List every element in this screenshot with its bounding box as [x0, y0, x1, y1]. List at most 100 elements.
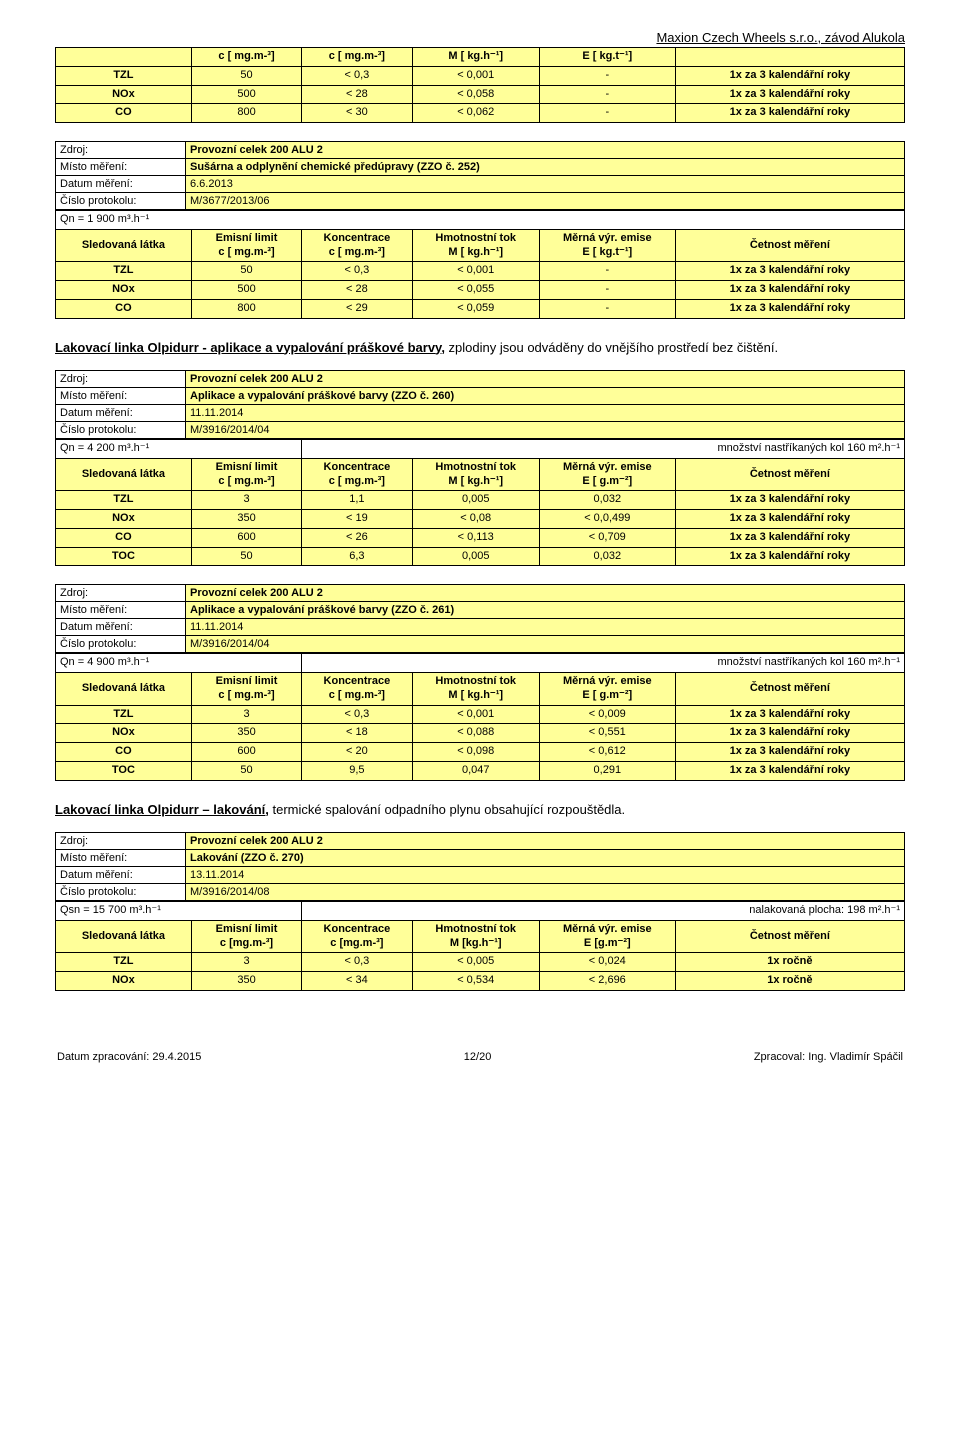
table-row: TZL50< 0,3< 0,001-1x za 3 kalendářní rok… — [56, 262, 905, 281]
table-cell: < 0,001 — [412, 262, 539, 281]
table-row: NOx350< 34< 0,534< 2,6961x ročně — [56, 972, 905, 991]
table-row: NOx350< 18< 0,088< 0,5511x za 3 kalendář… — [56, 724, 905, 743]
section-2-rest: termické spalování odpadního plynu obsah… — [269, 802, 625, 817]
table-cell: < 0,3 — [302, 262, 412, 281]
footer-mid: 12/20 — [464, 1051, 492, 1063]
table-cell: 1x za 3 kalendářní roky — [675, 743, 904, 762]
label-datum: Datum měření: — [56, 619, 186, 636]
th-freq: Četnost měření — [675, 673, 904, 706]
table-cell: NOx — [56, 510, 192, 529]
table-cell: < 0,001 — [412, 705, 539, 724]
table-cell: TZL — [56, 262, 192, 281]
table-header-row: c [ mg.m-³] c [ mg.m-³] M [ kg.h⁻¹] E [ … — [56, 48, 905, 67]
val-misto: Sušárna a odplynění chemické předúpravy … — [186, 159, 905, 176]
th-limit: Emisní limitc [ mg.m-³] — [191, 458, 301, 491]
label-zdroj: Zdroj: — [56, 833, 186, 850]
table-cell: NOx — [56, 972, 192, 991]
table-cell: 3 — [191, 953, 301, 972]
table-cell: 0,005 — [412, 547, 539, 566]
table-header-row: Sledovaná látka Emisní limitc [ mg.m-³] … — [56, 673, 905, 706]
table-cell: 0,047 — [412, 761, 539, 780]
table-cell: 1x za 3 kalendářní roky — [675, 85, 904, 104]
qn-text: Qsn = 15 700 m³.h⁻¹ — [56, 902, 302, 921]
th-latka: Sledovaná látka — [56, 458, 192, 491]
val-datum: 6.6.2013 — [186, 176, 905, 193]
table-row: TOC506,30,0050,0321x za 3 kalendářní rok… — [56, 547, 905, 566]
label-proto: Číslo protokolu: — [56, 636, 186, 653]
page-footer: Datum zpracování: 29.4.2015 12/20 Zpraco… — [55, 1051, 905, 1063]
table-cell: 50 — [191, 66, 301, 85]
table-cell: 6,3 — [302, 547, 412, 566]
table-cell: 800 — [191, 104, 301, 123]
val-proto: M/3916/2014/04 — [186, 422, 905, 439]
label-misto: Místo měření: — [56, 159, 186, 176]
meta-block-5: Zdroj:Provozní celek 200 ALU 2 Místo měř… — [55, 832, 905, 901]
qn-text: Qn = 1 900 m³.h⁻¹ — [56, 211, 905, 230]
table-cell: < 0,08 — [412, 510, 539, 529]
th-flow: Hmotnostní tokM [ kg.h⁻¹] — [412, 458, 539, 491]
table-cell: CO — [56, 743, 192, 762]
table-cell: 0,032 — [539, 547, 675, 566]
table-cell: 600 — [191, 743, 301, 762]
table-cell: CO — [56, 528, 192, 547]
page-header: Maxion Czech Wheels s.r.o., závod Alukol… — [55, 30, 905, 45]
table-cell: 1x za 3 kalendářní roky — [675, 66, 904, 85]
table-cell: < 2,696 — [539, 972, 675, 991]
table-cell: < 0,098 — [412, 743, 539, 762]
table-cell: 50 — [191, 547, 301, 566]
th-conc: Koncentracec [ mg.m-³] — [302, 229, 412, 262]
table-cell: < 0,055 — [412, 281, 539, 300]
table-cell: 1x za 3 kalendářní roky — [675, 299, 904, 318]
val-datum: 11.11.2014 — [186, 405, 905, 422]
table-cell: TZL — [56, 953, 192, 972]
label-proto: Číslo protokolu: — [56, 193, 186, 210]
table-cell: TZL — [56, 491, 192, 510]
label-zdroj: Zdroj: — [56, 371, 186, 388]
qn-right: množství nastříkaných kol 160 m².h⁻¹ — [302, 654, 905, 673]
section-1-bold: Lakovací linka Olpidurr - aplikace a vyp… — [55, 340, 445, 355]
table-row: TZL31,10,0050,0321x za 3 kalendářní roky — [56, 491, 905, 510]
table-cell: < 0,088 — [412, 724, 539, 743]
table-cell: 1,1 — [302, 491, 412, 510]
table-cell: CO — [56, 299, 192, 318]
table-row: CO800< 30< 0,062-1x za 3 kalendářní roky — [56, 104, 905, 123]
table-cell: 9,5 — [302, 761, 412, 780]
section-text-2: Lakovací linka Olpidurr – lakování, term… — [55, 801, 905, 819]
table-cell: - — [539, 66, 675, 85]
meta-block-3: Zdroj:Provozní celek 200 ALU 2 Místo měř… — [55, 370, 905, 439]
table-row: NOx500< 28< 0,058-1x za 3 kalendářní rok… — [56, 85, 905, 104]
table-cell: NOx — [56, 281, 192, 300]
table-cell: 1x za 3 kalendářní roky — [675, 262, 904, 281]
table-cell: < 0,3 — [302, 66, 412, 85]
table-cell: 1x za 3 kalendářní roky — [675, 547, 904, 566]
table-cell: < 0,062 — [412, 104, 539, 123]
table-cell: < 0,709 — [539, 528, 675, 547]
table-cell: < 29 — [302, 299, 412, 318]
label-datum: Datum měření: — [56, 176, 186, 193]
footer-right: Zpracoval: Ing. Vladimír Spáčil — [754, 1051, 903, 1063]
table-header-row: Sledovaná látka Emisní limitc [ mg.m-³] … — [56, 458, 905, 491]
th-conc: Koncentracec [mg.m-³] — [302, 920, 412, 953]
th-latka: Sledovaná látka — [56, 229, 192, 262]
val-proto: M/3916/2014/04 — [186, 636, 905, 653]
table-cell: < 26 — [302, 528, 412, 547]
th-latka: Sledovaná látka — [56, 673, 192, 706]
table-cell: 600 — [191, 528, 301, 547]
table-cell: 0,005 — [412, 491, 539, 510]
section-text-1: Lakovací linka Olpidurr - aplikace a vyp… — [55, 339, 905, 357]
table-cell: < 18 — [302, 724, 412, 743]
table-header-row: Sledovaná látka Emisní limitc [ mg.m-³] … — [56, 229, 905, 262]
qn-text: Qn = 4 900 m³.h⁻¹ — [56, 654, 302, 673]
table-cell: NOx — [56, 724, 192, 743]
label-proto: Číslo protokolu: — [56, 884, 186, 901]
table-cell: < 34 — [302, 972, 412, 991]
table-cell: < 0,001 — [412, 66, 539, 85]
label-datum: Datum měření: — [56, 405, 186, 422]
table-row: NOx350< 19< 0,08< 0,0,4991x za 3 kalendá… — [56, 510, 905, 529]
table-cell: 1x za 3 kalendářní roky — [675, 724, 904, 743]
table-cell: 1x za 3 kalendářní roky — [675, 705, 904, 724]
table-cell: < 0,612 — [539, 743, 675, 762]
label-misto: Místo měření: — [56, 388, 186, 405]
table-cell: 1x ročně — [675, 953, 904, 972]
table-cell: - — [539, 299, 675, 318]
